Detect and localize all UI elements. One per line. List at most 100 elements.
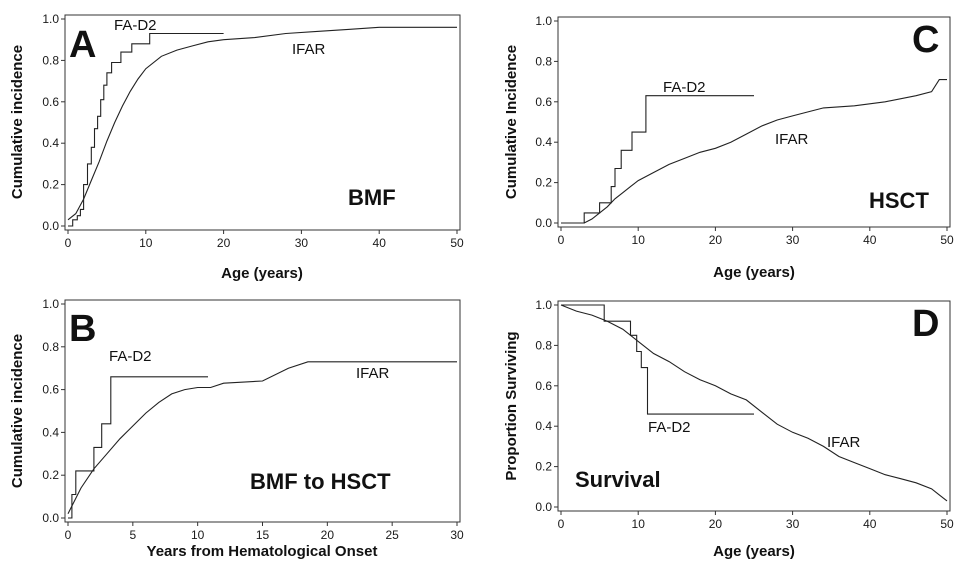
x-tick-label: 40: [373, 236, 387, 250]
panel-letter: C: [912, 19, 939, 61]
y-axis-title: Cumulative Incidence: [503, 45, 520, 199]
x-tick-label: 20: [217, 236, 231, 250]
x-tick-label: 15: [256, 528, 270, 542]
series-label-fa-d2: FA-D2: [663, 79, 706, 96]
x-axis-ticks: 0 10 20 30 40 50: [558, 227, 954, 247]
panel-title: BMF to HSCT: [250, 469, 391, 494]
x-axis-title: Age (years): [221, 265, 303, 282]
series-label-ifar: IFAR: [292, 41, 326, 58]
curves: [561, 79, 947, 224]
series-line-fa-d2: [561, 95, 754, 224]
plot-frame: [557, 16, 951, 228]
series-label-ifar: IFAR: [827, 434, 861, 451]
y-tick-label: 0.4: [535, 419, 552, 433]
y-tick-label: 0.6: [42, 383, 59, 397]
y-tick-label: 0.4: [535, 135, 552, 149]
y-tick-label: 0.2: [535, 460, 552, 474]
x-axis-title: Age (years): [713, 264, 795, 281]
y-tick-label: 0.4: [42, 136, 59, 150]
y-axis-ticks: 0.0 0.2 0.4 0.6 0.8 1.0: [535, 14, 558, 230]
x-tick-label: 10: [191, 528, 205, 542]
y-tick-label: 0.2: [535, 176, 552, 190]
x-axis-ticks: 0 5 10 15 20 25 30: [65, 522, 464, 542]
x-tick-label: 30: [786, 233, 800, 247]
x-tick-label: 50: [940, 233, 954, 247]
y-tick-label: 0.8: [535, 54, 552, 68]
x-tick-label: 0: [65, 528, 72, 542]
y-axis-title: Proportion Surviving: [503, 331, 520, 480]
y-tick-label: 1.0: [42, 12, 59, 26]
y-tick-label: 0.6: [42, 95, 59, 109]
x-tick-label: 0: [558, 517, 565, 531]
panel-letter: A: [69, 24, 96, 66]
y-tick-label: 0.0: [535, 216, 552, 230]
y-tick-label: 0.8: [42, 340, 59, 354]
y-tick-label: 0.8: [535, 338, 552, 352]
series-line-fa-d2: [68, 32, 224, 227]
x-axis-ticks: 0 10 20 30 40 50: [65, 230, 464, 250]
series-line-ifar: [560, 304, 948, 502]
x-tick-label: 10: [632, 233, 646, 247]
panel-c: 0 10 20 30 40 50 0.0 0.2 0.4 0.6 0.8 1.0 C HSCT FA…: [503, 14, 954, 281]
x-axis-title: Years from Hematological Onset: [147, 543, 378, 560]
y-tick-label: 0.2: [42, 468, 59, 482]
series-line-fa-d2: [68, 376, 208, 519]
series-label-fa-d2: FA-D2: [109, 348, 152, 365]
x-tick-label: 20: [709, 517, 723, 531]
panel-b: 0 5 10 15 20 25 30 0.0 0.2 0.4 0.6 0.8 1.0 B BMF to…: [9, 297, 464, 560]
series-label-fa-d2: FA-D2: [114, 17, 157, 34]
x-tick-label: 10: [632, 517, 646, 531]
y-tick-label: 1.0: [535, 14, 552, 28]
y-tick-label: 0.0: [42, 219, 59, 233]
panel-d: 0 10 20 30 40 50 0.0 0.2 0.4 0.6 0.8 1.0 D Surviva…: [503, 298, 954, 560]
series-line-ifar: [67, 361, 457, 514]
x-axis-title: Age (years): [713, 543, 795, 560]
x-tick-label: 30: [295, 236, 309, 250]
curves: [67, 26, 457, 227]
x-tick-label: 20: [709, 233, 723, 247]
y-axis-ticks: 0.0 0.2 0.4 0.6 0.8 1.0: [535, 298, 558, 514]
x-tick-label: 30: [786, 517, 800, 531]
y-axis-title: Cumulative incidence: [9, 334, 26, 488]
y-tick-label: 0.6: [535, 379, 552, 393]
y-tick-label: 0.2: [42, 178, 59, 192]
y-axis-title: Cumulative incidence: [9, 45, 26, 199]
y-axis-ticks: 0.0 0.2 0.4 0.6 0.8 1.0: [42, 12, 65, 233]
panel-letter: B: [69, 308, 96, 350]
series-line-ifar: [67, 26, 457, 221]
y-tick-label: 0.0: [535, 500, 552, 514]
x-tick-label: 40: [863, 233, 877, 247]
plot-frame: [64, 14, 461, 231]
x-tick-label: 0: [558, 233, 565, 247]
curves: [560, 304, 948, 502]
y-tick-label: 0.6: [535, 95, 552, 109]
x-tick-label: 5: [129, 528, 136, 542]
series-line-ifar: [561, 79, 947, 224]
x-tick-label: 40: [863, 517, 877, 531]
x-tick-label: 25: [385, 528, 399, 542]
series-label-ifar: IFAR: [775, 131, 809, 148]
panel-title: Survival: [575, 467, 661, 492]
curves: [67, 361, 457, 519]
panel-title: BMF: [348, 185, 396, 210]
x-tick-label: 50: [940, 517, 954, 531]
panel-letter: D: [912, 303, 939, 345]
x-tick-label: 20: [321, 528, 335, 542]
y-tick-label: 1.0: [42, 297, 59, 311]
y-tick-label: 1.0: [535, 298, 552, 312]
x-tick-label: 10: [139, 236, 153, 250]
x-tick-label: 0: [65, 236, 72, 250]
panel-a: 0 10 20 30 40 50 0.0 0.2 0.4 0.6 0.8 1.0 A BMF FA-…: [9, 12, 464, 282]
y-axis-ticks: 0.0 0.2 0.4 0.6 0.8 1.0: [42, 297, 65, 525]
x-tick-label: 30: [450, 528, 464, 542]
series-line-fa-d2: [561, 304, 754, 415]
series-label-fa-d2: FA-D2: [648, 419, 691, 436]
y-tick-label: 0.8: [42, 53, 59, 67]
y-tick-label: 0.4: [42, 425, 59, 439]
series-label-ifar: IFAR: [356, 365, 390, 382]
plot-frame: [557, 300, 951, 512]
y-tick-label: 0.0: [42, 511, 59, 525]
panel-title: HSCT: [869, 188, 929, 213]
x-axis-ticks: 0 10 20 30 40 50: [558, 511, 954, 531]
